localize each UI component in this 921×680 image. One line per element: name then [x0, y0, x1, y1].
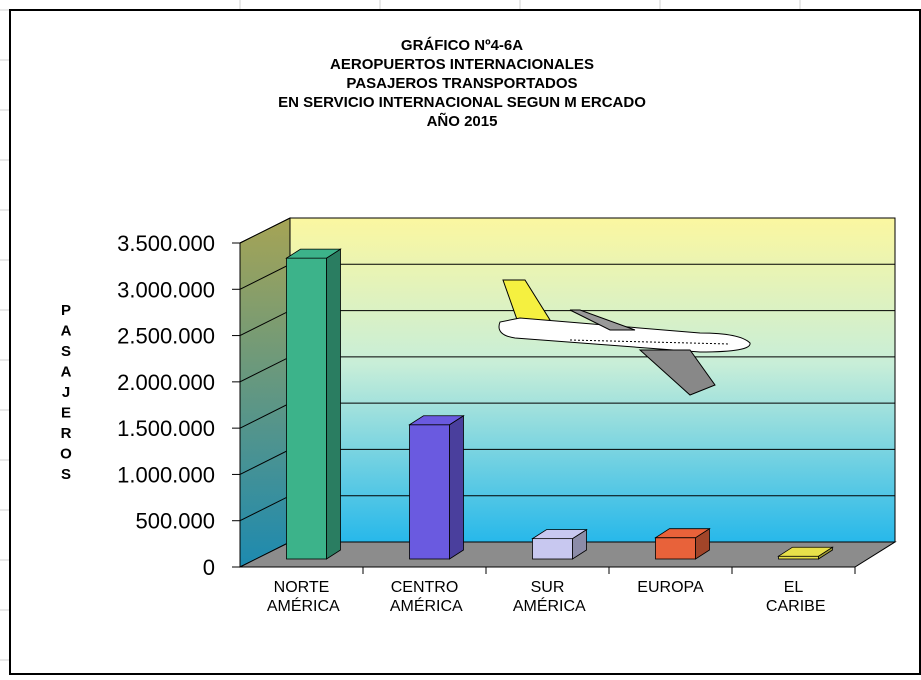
- plane-windows: [569, 339, 731, 345]
- plane-body: [498, 317, 751, 353]
- y-tick-label: 500.000: [135, 509, 215, 534]
- chart-title: PASAJEROS TRANSPORTADOS: [346, 75, 577, 92]
- y-tick-label: 2.000.000: [117, 370, 215, 395]
- x-tick-label: EUROPA: [637, 579, 704, 596]
- bar-top: [654, 528, 711, 539]
- chart-title: GRÁFICO Nº4-6A: [401, 37, 523, 54]
- bar-front: [532, 538, 573, 560]
- bar: [777, 546, 834, 560]
- bar-front: [286, 257, 327, 560]
- y-tick-label: 3.000.000: [117, 277, 215, 302]
- back-wall: [289, 217, 896, 543]
- bar: [531, 528, 588, 560]
- x-tick-label: NORTE AMÉRICA: [263, 579, 340, 615]
- bar-top: [285, 248, 342, 259]
- bar-top: [531, 529, 588, 540]
- airplane-illustration: [498, 279, 751, 396]
- chart-title: AÑO 2015: [427, 112, 498, 130]
- bar: [285, 248, 342, 560]
- bar: [654, 527, 711, 560]
- bar-side: [449, 415, 464, 560]
- x-tick-label: CENTRO AMÉRICA: [386, 579, 463, 615]
- plane-wing-top: [569, 309, 636, 331]
- y-tick-label: 0: [203, 555, 215, 580]
- chart-title: EN SERVICIO INTERNACIONAL SEGUN M ERCADO: [278, 94, 646, 111]
- plane-wing: [638, 349, 716, 396]
- bar: [408, 415, 465, 560]
- x-tick-label: SUR AMÉRICA: [509, 579, 586, 615]
- chart-title: AEROPUERTOS INTERNACIONALES: [330, 56, 594, 73]
- bar-front: [778, 555, 819, 560]
- y-tick-label: 3.500.000: [117, 231, 215, 256]
- bar-front: [409, 424, 450, 560]
- bar-side: [326, 248, 341, 560]
- plot: [232, 217, 897, 574]
- x-tick-label: EL CARIBE: [761, 579, 825, 615]
- bar-front: [655, 537, 696, 560]
- grid-line: [239, 217, 895, 244]
- y-tick-label: 2.500.000: [117, 324, 215, 349]
- bar-top: [408, 415, 465, 426]
- side-wall: [239, 217, 291, 568]
- sheet-grid: [0, 0, 801, 661]
- bar-top: [777, 546, 834, 557]
- y-tick-label: 1.500.000: [117, 416, 215, 441]
- y-tick-label: 1.000.000: [117, 462, 215, 487]
